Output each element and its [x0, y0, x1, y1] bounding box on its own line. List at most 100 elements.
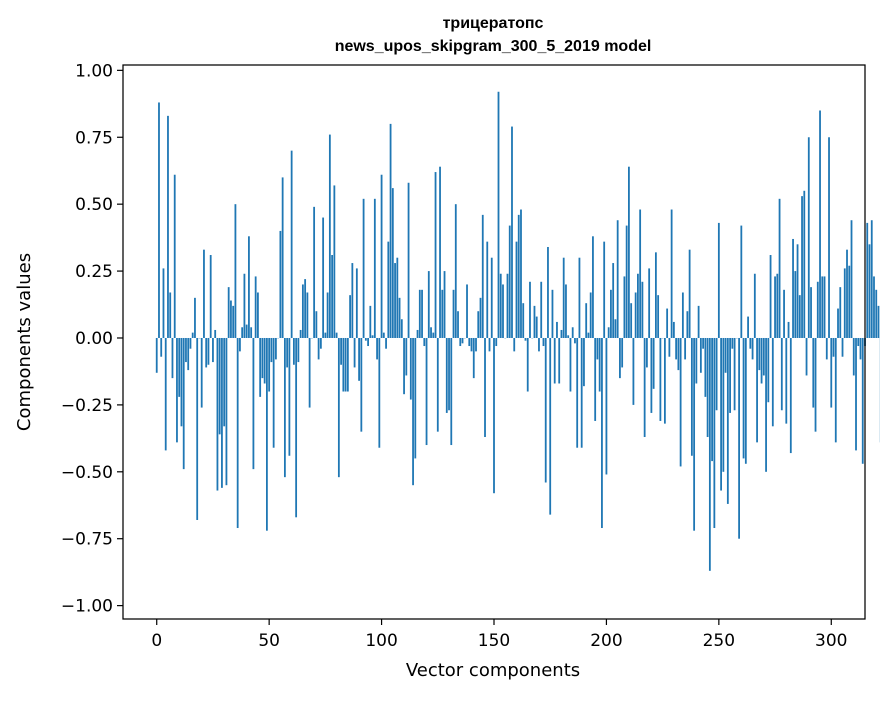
bar-component-297 [824, 276, 826, 338]
bar-component-235 [684, 338, 686, 359]
bar-component-122 [430, 327, 432, 338]
bar-component-174 [547, 247, 549, 338]
bar-component-126 [439, 167, 441, 338]
bar-component-253 [725, 338, 727, 373]
bar-component-26 [214, 330, 216, 338]
bar-component-243 [702, 338, 704, 349]
bar-component-203 [612, 263, 614, 338]
x-tick-label: 0 [151, 631, 162, 651]
bar-component-286 [799, 295, 801, 338]
bar-component-259 [738, 338, 740, 539]
bar-component-121 [428, 271, 430, 338]
bar-component-314 [862, 338, 864, 464]
bar-component-108 [399, 298, 401, 338]
bar-component-199 [603, 242, 605, 338]
bar-component-312 [857, 338, 859, 346]
bar-component-100 [381, 175, 383, 338]
bar-component-71 [315, 311, 317, 338]
bar-component-179 [558, 338, 560, 384]
bar-component-52 [273, 338, 275, 448]
bar-component-24 [210, 255, 212, 338]
x-tick-label: 300 [815, 631, 847, 651]
bar-component-216 [642, 282, 644, 338]
bar-component-304 [839, 287, 841, 338]
bar-component-269 [761, 338, 763, 384]
bar-component-17 [194, 298, 196, 338]
bar-component-231 [675, 338, 677, 359]
bar-component-18 [196, 338, 198, 520]
x-tick-label: 150 [478, 631, 510, 651]
bar-component-30 [223, 338, 225, 426]
bar-component-73 [320, 338, 322, 349]
bar-component-65 [302, 284, 304, 338]
bar-component-85 [347, 338, 349, 392]
bar-component-55 [279, 231, 281, 338]
bar-component-149 [491, 258, 493, 338]
bar-component-16 [192, 333, 194, 338]
bar-component-80 [336, 333, 338, 338]
bar-component-35 [235, 204, 237, 338]
bar-component-222 [655, 252, 657, 338]
bar-component-8 [174, 175, 176, 338]
bar-component-293 [815, 338, 817, 432]
bar-component-170 [538, 338, 540, 351]
bar-component-61 [293, 338, 295, 365]
bar-component-51 [271, 338, 273, 362]
bar-component-20 [201, 338, 203, 408]
bar-component-23 [208, 338, 210, 365]
bar-component-50 [268, 338, 270, 392]
bar-component-63 [297, 338, 299, 362]
bar-component-34 [232, 306, 234, 338]
bar-component-321 [878, 306, 880, 338]
bar-component-10 [178, 338, 180, 397]
bar-component-59 [288, 338, 290, 456]
bar-component-215 [639, 210, 641, 338]
bar-component-190 [583, 338, 585, 386]
bar-component-31 [226, 338, 228, 485]
bar-component-262 [745, 338, 747, 464]
bar-component-178 [556, 322, 558, 338]
bar-component-82 [340, 338, 342, 365]
bar-component-234 [682, 292, 684, 338]
x-tick-label: 50 [258, 631, 280, 651]
bar-component-276 [776, 274, 778, 338]
bar-component-41 [248, 236, 250, 338]
y-tick-label: 0.75 [75, 128, 113, 148]
y-tick-label: 0.25 [75, 262, 113, 282]
bar-component-223 [657, 295, 659, 338]
bar-component-221 [653, 338, 655, 389]
bar-component-157 [509, 226, 511, 338]
bar-component-128 [444, 271, 446, 338]
bar-component-47 [262, 338, 264, 378]
bar-component-184 [570, 338, 572, 392]
bar-component-9 [176, 338, 178, 442]
bar-component-141 [473, 338, 475, 378]
bar-component-96 [372, 335, 374, 338]
bar-component-275 [774, 276, 776, 338]
bar-component-202 [610, 290, 612, 338]
bar-component-273 [770, 255, 772, 338]
bar-component-248 [713, 338, 715, 528]
bar-component-283 [792, 239, 794, 338]
bar-component-251 [720, 338, 722, 491]
bar-component-267 [756, 338, 758, 442]
x-tick-label: 250 [703, 631, 735, 651]
bar-component-21 [203, 250, 205, 338]
bar-component-94 [367, 338, 369, 346]
bar-component-289 [806, 338, 808, 375]
bar-component-78 [331, 255, 333, 338]
bar-component-53 [275, 338, 277, 359]
bar-component-107 [396, 258, 398, 338]
y-axis-label: Components values [14, 253, 35, 431]
y-tick-label: −0.50 [61, 463, 113, 483]
bar-component-125 [437, 338, 439, 432]
bar-component-129 [446, 338, 448, 413]
bar-component-84 [345, 338, 347, 392]
bar-component-11 [181, 338, 183, 426]
bar-component-254 [727, 338, 729, 504]
bar-component-168 [534, 306, 536, 338]
bar-component-246 [709, 338, 711, 571]
bar-component-305 [842, 338, 844, 357]
